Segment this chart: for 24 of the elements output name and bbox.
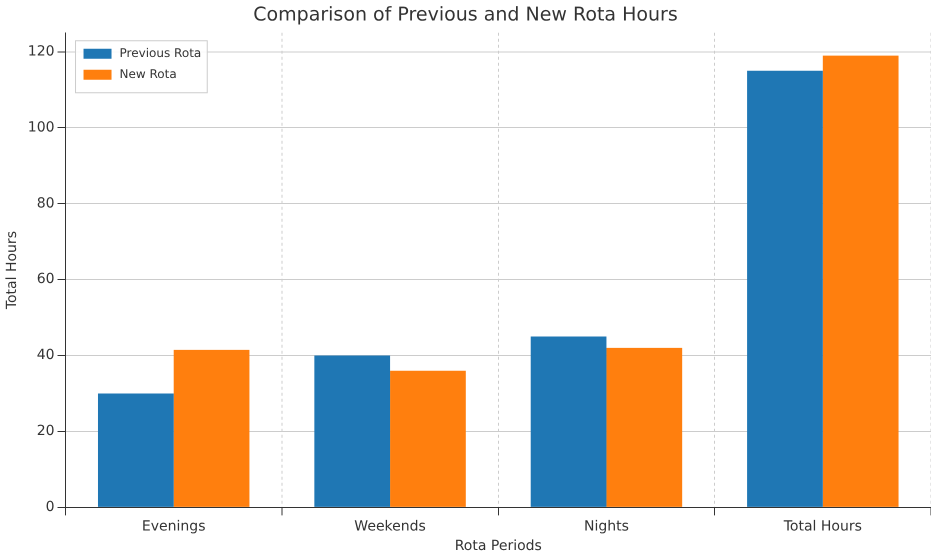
y-tick-label: 80 [36, 195, 55, 212]
legend-label: Previous Rota [120, 46, 202, 60]
y-tick-label: 120 [28, 43, 55, 60]
y-tick-label: 40 [36, 347, 55, 364]
y-tick-label: 20 [36, 423, 55, 440]
x-tick-label: Total Hours [782, 518, 862, 534]
legend-label: New Rota [120, 66, 177, 81]
x-axis-title: Rota Periods [454, 538, 542, 554]
bar [530, 336, 606, 507]
y-tick-label: 0 [46, 499, 55, 516]
bar [314, 356, 390, 507]
x-tick-label: Nights [584, 518, 629, 534]
bar [606, 348, 682, 507]
y-axis-title: Total Hours [4, 231, 20, 310]
x-tick-label: Evenings [142, 518, 206, 534]
bar [174, 350, 250, 507]
bar [390, 370, 466, 507]
bar [822, 56, 899, 507]
chart-title: Comparison of Previous and New Rota Hours [253, 3, 678, 26]
x-tick-label: Weekends [354, 518, 426, 534]
bar [98, 393, 174, 507]
y-tick-label: 100 [28, 119, 55, 136]
bar [747, 70, 823, 507]
y-tick-label: 60 [36, 271, 55, 288]
